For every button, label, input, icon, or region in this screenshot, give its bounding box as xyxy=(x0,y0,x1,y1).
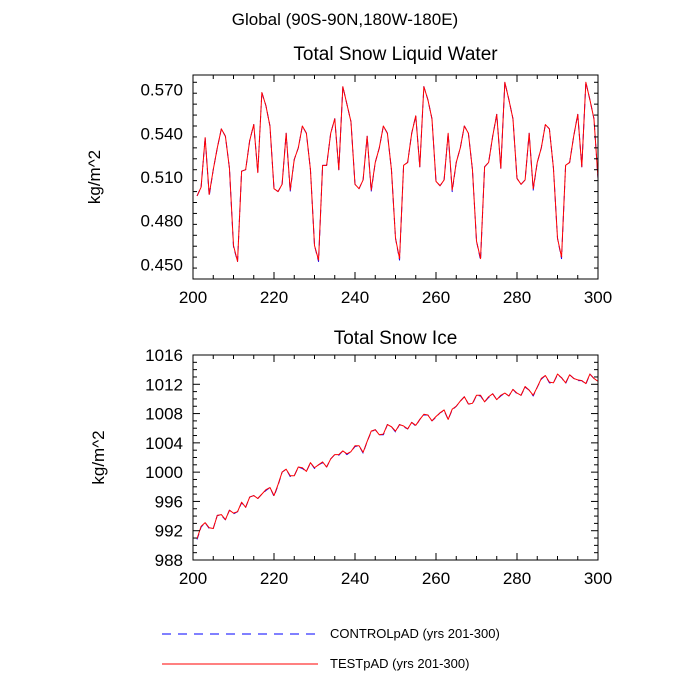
legend-label-test: TESTpAD (yrs 201-300) xyxy=(330,656,469,671)
y-axis-label: kg/m^2 xyxy=(89,430,108,484)
y-tick-label: 1008 xyxy=(145,405,183,424)
plot-frame xyxy=(192,74,599,280)
y-tick-label: 0.540 xyxy=(140,124,183,143)
x-tick-label: 200 xyxy=(179,288,207,307)
series-line-controlpad xyxy=(196,81,599,263)
panel-total-snow-liquid-water: Total Snow Liquid Water kg/m^2 200 220 240 26… xyxy=(85,44,612,307)
y-tick-label: 1012 xyxy=(145,375,183,394)
x-tick-label: 240 xyxy=(341,288,369,307)
x-tick-label: 240 xyxy=(341,569,369,588)
x-tick-label: 300 xyxy=(584,569,612,588)
y-tick-label: 992 xyxy=(155,522,183,541)
legend-label-control: CONTROLpAD (yrs 201-300) xyxy=(330,626,500,641)
legend: CONTROLpAD (yrs 201-300) TESTpAD (yrs 20… xyxy=(162,626,500,671)
x-tick-label: 200 xyxy=(179,569,207,588)
panel-total-snow-ice: Total Snow Ice kg/m^2 200 220 240 260 280 300 98… xyxy=(89,328,612,588)
x-tick-label: 220 xyxy=(260,288,288,307)
x-tick-label: 260 xyxy=(422,569,450,588)
y-tick-label: 1004 xyxy=(145,434,183,453)
y-tick-label: 988 xyxy=(155,551,183,570)
x-tick-label: 260 xyxy=(422,288,450,307)
y-axis-label: kg/m^2 xyxy=(85,150,104,204)
x-tick-label: 220 xyxy=(260,569,288,588)
series-line-controlpad xyxy=(196,373,599,540)
x-tick-label: 280 xyxy=(503,288,531,307)
y-tick-label: 1000 xyxy=(145,463,183,482)
series-line-testpad xyxy=(196,81,599,263)
x-tick-label: 300 xyxy=(584,288,612,307)
x-tick-label: 280 xyxy=(503,569,531,588)
y-tick-label: 1016 xyxy=(145,346,183,365)
plot-frame xyxy=(192,354,599,561)
series-line-testpad xyxy=(196,373,599,539)
y-tick-label: 0.510 xyxy=(140,168,183,187)
chart-title: Total Snow Liquid Water xyxy=(293,44,498,65)
y-tick-label: 0.570 xyxy=(140,81,183,100)
y-tick-label: 996 xyxy=(155,492,183,511)
y-tick-label: 0.480 xyxy=(140,212,183,231)
figure-suptitle: Global (90S-90N,180W-180E) xyxy=(232,10,458,29)
chart-title: Total Snow Ice xyxy=(334,328,458,349)
y-tick-label: 0.450 xyxy=(140,255,183,274)
